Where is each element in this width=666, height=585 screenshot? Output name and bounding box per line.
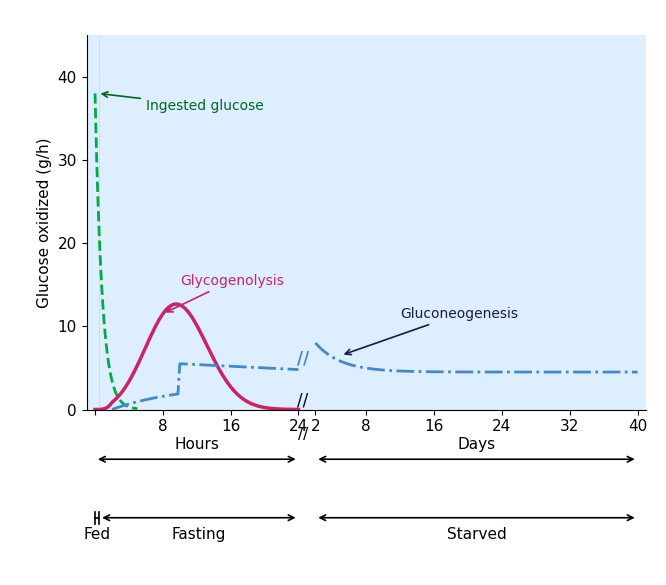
Text: //: // bbox=[297, 391, 308, 409]
Text: Glycogenolysis: Glycogenolysis bbox=[167, 274, 284, 312]
Text: //: // bbox=[298, 426, 308, 442]
Text: Gluconeogenesis: Gluconeogenesis bbox=[345, 307, 518, 355]
Y-axis label: Glucose oxidized (g/h): Glucose oxidized (g/h) bbox=[37, 137, 52, 308]
Text: Fed: Fed bbox=[84, 527, 111, 542]
Text: Fasting: Fasting bbox=[172, 527, 226, 542]
Text: //: // bbox=[296, 350, 309, 368]
Text: Starved: Starved bbox=[447, 527, 506, 542]
Text: Ingested glucose: Ingested glucose bbox=[102, 92, 264, 113]
Text: Hours: Hours bbox=[174, 436, 219, 452]
Text: Days: Days bbox=[458, 436, 496, 452]
